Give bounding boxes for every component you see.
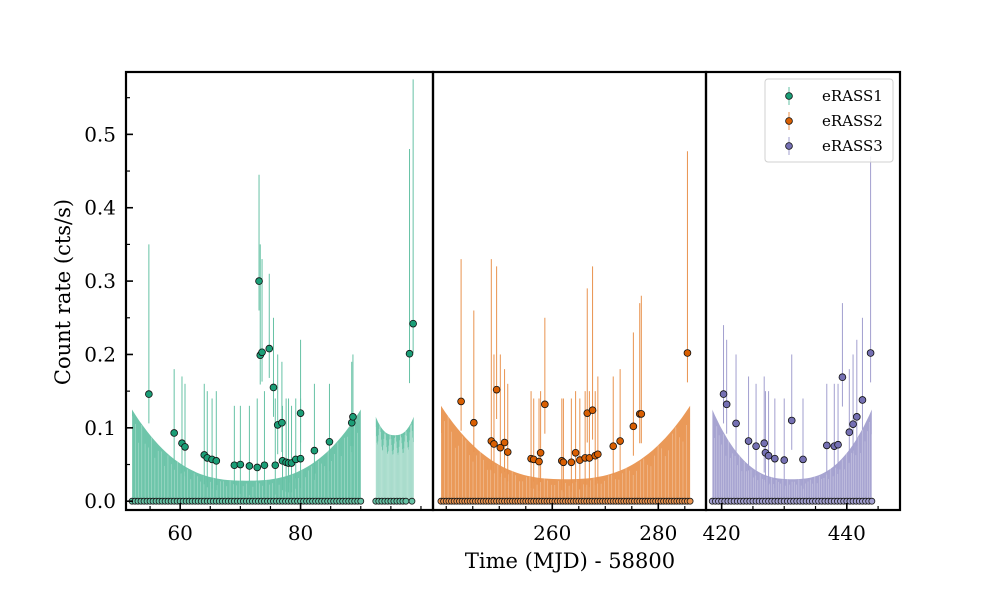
eRASS2-data-point — [683, 349, 692, 357]
eRASS1-data-point — [170, 429, 178, 437]
eRASS3-data-point — [752, 442, 760, 450]
eRASS1-data-point — [212, 457, 221, 465]
eRASS2-x-tick-label: 260 — [533, 521, 571, 545]
legend: eRASS1 eRASS2 eRASS3 — [764, 78, 894, 163]
eRASS3-upper-limit-point — [868, 497, 876, 505]
eRASS3-data-point — [719, 390, 728, 398]
eRASS3-data-point — [764, 451, 773, 460]
eRASS1-data-point — [253, 463, 262, 472]
eRASS1-upper-limit-point — [402, 497, 410, 505]
y-tick-label: 0.5 — [84, 122, 116, 146]
panel-eRASS3: 420 440 — [703, 70, 902, 545]
eRASS3-data-point — [838, 373, 847, 382]
eRASS1-data-point — [245, 462, 254, 470]
eRASS3-data-point — [866, 349, 875, 357]
eRASS2-data-point — [535, 457, 543, 466]
eRASS1-data-point — [181, 443, 189, 451]
eRASS1-data-point — [349, 413, 357, 421]
eRASS1-data-point — [269, 383, 278, 392]
eRASS1-upper-limit-point — [408, 497, 416, 505]
legend-label-eRASS2: eRASS2 — [822, 112, 883, 130]
eRASS1-data-point — [296, 409, 305, 417]
eRASS2-data-point — [536, 448, 545, 457]
eRASS2-data-point — [492, 385, 501, 394]
eRASS2-data-point — [594, 450, 602, 459]
eRASS1-data-point — [405, 349, 414, 358]
eRASS3-data-point — [722, 400, 731, 409]
eRASS3-data-point — [849, 420, 857, 428]
eRASS2-data-point — [571, 448, 580, 457]
eRASS1-data-point — [258, 348, 266, 357]
eRASS2-data-point — [541, 400, 549, 409]
eRASS1-data-point — [260, 461, 269, 470]
y-tick-label: 0.2 — [84, 342, 116, 366]
y-tick-label: 0.1 — [84, 416, 116, 440]
eRASS2-data-point — [490, 440, 498, 448]
y-tick-label: 0.0 — [84, 489, 116, 513]
eRASS2-data-point — [609, 442, 618, 450]
eRASS3-data-point — [780, 456, 789, 464]
eRASS1-data-point — [296, 454, 305, 463]
eRASS3-data-point — [760, 439, 768, 448]
eRASS3-data-point — [787, 416, 796, 425]
eRASS3-upper-limit-band-1 — [712, 409, 872, 502]
eRASS3-data-point — [853, 413, 861, 421]
legend-marker-eRASS1 — [785, 92, 793, 100]
eRASS1-data-point — [255, 277, 263, 285]
legend-marker-eRASS3 — [785, 142, 793, 150]
eRASS3-data-point — [858, 396, 867, 404]
eRASS1-data-point — [271, 461, 280, 470]
eRASS2-data-point — [637, 410, 646, 418]
eRASS1-data-point — [278, 418, 286, 427]
eRASS2-data-point — [567, 458, 576, 467]
eRASS1-data-point — [325, 437, 334, 446]
legend-marker-eRASS2 — [785, 117, 793, 125]
eRASS3-data-point — [799, 455, 807, 464]
eRASS3-data-point — [834, 440, 842, 449]
legend-label-eRASS1: eRASS1 — [822, 87, 883, 105]
panel-eRASS1: 60 80 — [124, 70, 435, 545]
eRASS3-data-point — [744, 437, 753, 445]
eRASS2-data-point — [588, 406, 597, 415]
eRASS2-data-point — [559, 458, 568, 467]
panel-eRASS2: 260 280 — [431, 70, 708, 545]
eRASS2-x-tick-label: 280 — [639, 521, 677, 545]
eRASS1-upper-limit-band-1 — [132, 409, 361, 502]
eRASS3-x-tick-label: 420 — [703, 521, 741, 545]
panels-layer: 60 80 260 280 420 440 — [124, 70, 902, 545]
eRASS1-x-tick-label: 60 — [167, 521, 192, 545]
eRASS2-data-point — [496, 443, 505, 452]
eRASS1-data-point — [236, 460, 245, 469]
y-tick-label: 0.3 — [84, 269, 116, 293]
eRASS2-data-point — [470, 418, 478, 427]
eRASS2-data-point — [616, 437, 624, 445]
eRASS1-data-point — [265, 344, 274, 353]
eRASS3-data-point — [771, 454, 779, 463]
eRASS3-data-point — [845, 428, 854, 437]
eRASS1-x-tick-label: 80 — [288, 521, 313, 545]
eRASS2-data-point — [500, 438, 509, 447]
eRASS3-data-point — [732, 419, 740, 428]
eRASS3-panel-frame — [704, 70, 902, 512]
y-axis: 0.0 0.1 0.2 0.3 0.4 0.5 — [84, 97, 133, 513]
eRASS2-upper-limit-band-1 — [441, 405, 691, 502]
legend-box — [764, 78, 894, 163]
x-axis-title: Time (MJD) - 58800 — [465, 549, 675, 573]
eRASS1-data-point — [409, 319, 417, 328]
eRASS2-data-point — [629, 422, 638, 431]
eRASS2-upper-limit-point — [686, 497, 694, 505]
eRASS2-data-point — [503, 448, 512, 456]
eRASS1-upper-limit-point — [357, 497, 365, 505]
y-axis-title: Count rate (cts/s) — [51, 199, 75, 385]
eRASS2-data-point — [457, 397, 465, 406]
eRASS1-data-point — [310, 446, 319, 455]
eRASS3-x-tick-label: 440 — [828, 521, 866, 545]
eRASS1-data-point — [145, 390, 153, 398]
y-tick-label: 0.4 — [84, 196, 116, 220]
eRASS3-data-point — [822, 441, 831, 450]
legend-label-eRASS3: eRASS3 — [822, 137, 883, 155]
